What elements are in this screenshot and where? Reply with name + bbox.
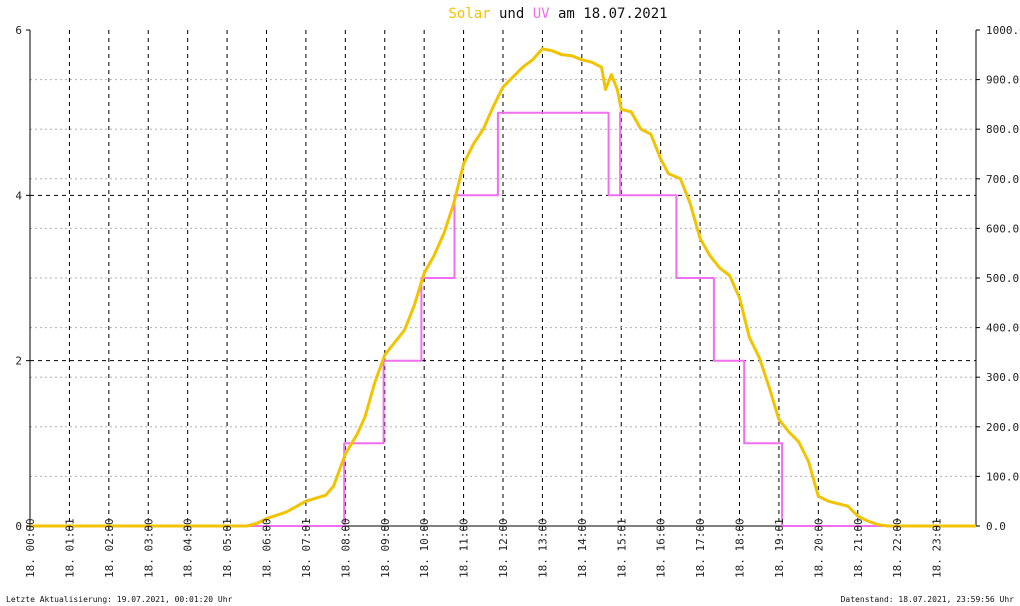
y-right-tick-label: 0.0 bbox=[986, 520, 1006, 533]
footer-data-state: Datenstand: 18.07.2021, 23:59:56 Uhr bbox=[841, 595, 1015, 604]
y-right-tick-label: 900.0 bbox=[986, 74, 1019, 87]
x-tick-label: 18. 19:01 bbox=[773, 518, 786, 578]
x-tick-label: 18. 21:00 bbox=[852, 518, 865, 578]
x-tick-label: 18. 15:01 bbox=[615, 518, 628, 578]
x-axis: 18. 00:00 18. 01:01 18. 02:00 18. 03:00 18. … bbox=[24, 518, 944, 578]
x-tick-label: 18. 00:00 bbox=[24, 518, 37, 578]
y-right-tick-label: 1000.0 bbox=[986, 24, 1020, 37]
chart-title-part: am 18.07.2021 bbox=[550, 6, 668, 22]
y-right-tick-label: 400.0 bbox=[986, 322, 1019, 335]
x-tick-label: 18. 01:01 bbox=[63, 518, 76, 578]
y-left-tick-label: 6 bbox=[15, 24, 22, 37]
y-right-tick-label: 300.0 bbox=[986, 371, 1019, 384]
x-tick-label: 18. 07:01 bbox=[300, 518, 313, 578]
x-tick-label: 18. 14:00 bbox=[576, 518, 589, 578]
x-tick-label: 18. 17:00 bbox=[694, 518, 707, 578]
x-tick-label: 18. 02:00 bbox=[103, 518, 116, 578]
x-tick-label: 18. 03:00 bbox=[142, 518, 155, 578]
chart-title-part: und bbox=[491, 6, 533, 22]
chart-title-part: Solar bbox=[448, 6, 490, 22]
x-tick-label: 18. 08:00 bbox=[339, 518, 352, 578]
x-tick-label: 18. 04:00 bbox=[182, 518, 195, 578]
y-axis-right: 0.0 100.0 200.0 300.0 400.0 500.0 600.0 700.0 80… bbox=[976, 24, 1020, 533]
x-tick-label: 18. 22:00 bbox=[891, 518, 904, 578]
x-tick-label: 18. 16:00 bbox=[655, 518, 668, 578]
footer-last-update: Letzte Aktualisierung: 19.07.2021, 00:01… bbox=[6, 595, 233, 604]
x-tick-label: 18. 20:00 bbox=[812, 518, 825, 578]
chart-title: Solar und UV am 18.07.2021 bbox=[448, 6, 667, 22]
y-left-tick-label: 4 bbox=[15, 189, 22, 202]
x-tick-label: 18. 10:00 bbox=[418, 518, 431, 578]
y-right-tick-label: 200.0 bbox=[986, 421, 1019, 434]
x-tick-label: 18. 23:01 bbox=[931, 518, 944, 578]
series-layer bbox=[30, 47, 976, 528]
x-tick-label: 18. 12:00 bbox=[497, 518, 510, 578]
x-tick-label: 18. 18:00 bbox=[734, 518, 747, 578]
x-tick-label: 18. 06:00 bbox=[261, 518, 274, 578]
y-right-tick-label: 600.0 bbox=[986, 222, 1019, 235]
y-left-tick-label: 2 bbox=[15, 355, 22, 368]
x-tick-label: 18. 11:00 bbox=[458, 518, 471, 578]
y-right-tick-label: 100.0 bbox=[986, 470, 1019, 483]
chart-title-part: UV bbox=[533, 6, 550, 22]
y-axis-left: 0 2 4 6 bbox=[15, 24, 30, 533]
x-tick-label: 18. 09:00 bbox=[379, 518, 392, 578]
y-left-tick-label: 0 bbox=[15, 520, 22, 533]
x-tick-label: 18. 13:00 bbox=[536, 518, 549, 578]
x-tick-label: 18. 05:01 bbox=[221, 518, 234, 578]
grid bbox=[30, 30, 976, 526]
y-right-tick-label: 800.0 bbox=[986, 123, 1019, 136]
y-right-tick-label: 700.0 bbox=[986, 173, 1019, 186]
series-line-solar bbox=[30, 47, 976, 528]
y-right-tick-label: 500.0 bbox=[986, 272, 1019, 285]
